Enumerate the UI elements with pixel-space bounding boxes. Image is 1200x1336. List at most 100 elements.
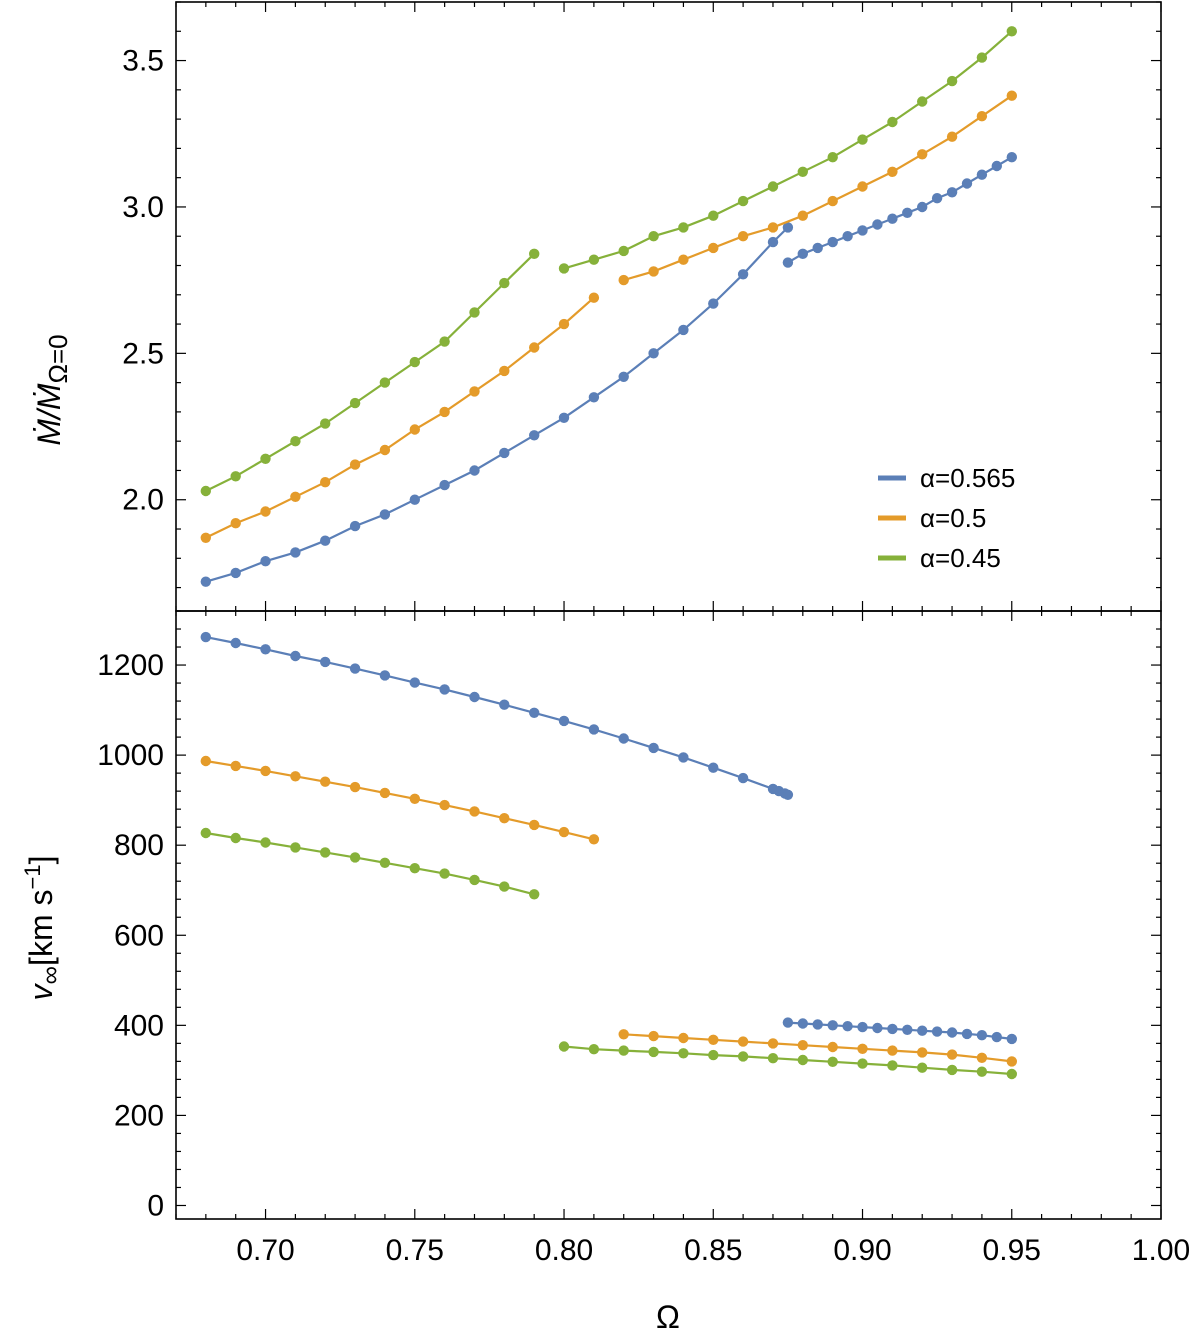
bottom-ytick-label: 800 xyxy=(114,829,164,862)
bottom-panel-data xyxy=(200,631,1017,1080)
top-y-axis-title: Ṁ/ṀΩ=0 xyxy=(31,334,73,445)
top-ytick-label: 3.5 xyxy=(122,45,164,78)
bottom-series-0-point xyxy=(842,1020,853,1032)
top-series-0-point xyxy=(320,535,331,546)
bottom-series-2-point xyxy=(409,863,420,874)
top-series-2-point xyxy=(917,96,928,107)
bottom-series-0-point xyxy=(379,670,391,681)
bottom-y-axis-title-sub: ∞ xyxy=(35,966,65,985)
bottom-series-1-point xyxy=(708,1034,719,1046)
top-series-0-point xyxy=(439,479,450,491)
top-series-2-point xyxy=(349,397,361,409)
bottom-series-2-point xyxy=(678,1048,689,1059)
bottom-y-axis-title-var: v xyxy=(23,982,59,1000)
top-series-0-point xyxy=(842,231,853,242)
bottom-series-0-point xyxy=(618,733,629,744)
top-series-2-point xyxy=(678,222,689,233)
legend: α=0.565 α=0.5 α=0.45 xyxy=(878,463,1015,573)
bottom-series-2-line-0 xyxy=(205,831,535,896)
top-series-1-point xyxy=(708,242,719,254)
top-ytick-label: 2.5 xyxy=(122,337,164,370)
bottom-series-1-point xyxy=(946,1049,958,1060)
top-series-0-point xyxy=(678,324,689,336)
bottom-series-2-point xyxy=(379,857,391,868)
top-series-2-point xyxy=(588,254,600,265)
top-series-0-point xyxy=(782,257,794,268)
bottom-series-2-point xyxy=(708,1049,719,1061)
bottom-series-1-point xyxy=(737,1036,749,1047)
top-series-2-point xyxy=(648,231,659,242)
bottom-series-2-point xyxy=(946,1064,958,1076)
top-panel-data xyxy=(200,26,1017,587)
bottom-series-0-point xyxy=(782,1017,794,1028)
top-series-0-point xyxy=(1006,152,1017,163)
top-series-2-point xyxy=(290,436,301,447)
top-series-2-point xyxy=(439,336,450,347)
bottom-series-1-point xyxy=(349,781,361,793)
bottom-series-1-point xyxy=(887,1045,898,1056)
bottom-series-2-point xyxy=(857,1058,868,1069)
bottom-series-2-point xyxy=(200,827,211,839)
bottom-series-1-point xyxy=(648,1030,659,1042)
top-series-2-point xyxy=(320,418,331,429)
bottom-series-1-point xyxy=(917,1047,928,1058)
top-ytick-label: 2.0 xyxy=(122,484,164,517)
top-series-0-point xyxy=(857,225,868,236)
bottom-series-1-point xyxy=(678,1032,689,1044)
top-series-2-point xyxy=(797,166,808,177)
bottom-series-0-point xyxy=(917,1025,928,1036)
top-series-1-point xyxy=(797,210,808,221)
bottom-panel: 0 200 400 600 800 1000 1200 0.70 0.75 0.80 0.85 0.9… xyxy=(20,610,1190,1335)
bottom-series-0-point xyxy=(737,772,749,784)
bottom-y-axis-title-close: ] xyxy=(23,856,59,865)
bottom-series-0-point xyxy=(946,1027,958,1038)
bottom-series-2-point xyxy=(767,1053,779,1064)
top-series-1-point xyxy=(379,444,391,456)
top-series-2-point xyxy=(887,116,898,128)
bottom-series-0-point xyxy=(499,699,510,710)
bottom-series-2-point xyxy=(976,1066,988,1077)
top-series-2-point xyxy=(499,277,510,289)
bottom-series-0-point xyxy=(529,707,540,718)
top-series-1-point xyxy=(946,131,958,142)
top-series-0-point xyxy=(588,392,600,403)
bottom-series-0-point xyxy=(827,1020,838,1031)
top-series-0-point xyxy=(797,248,808,259)
bottom-series-2-point xyxy=(887,1060,898,1071)
bottom-panel-ticks: 0 200 400 600 800 1000 1200 0.70 0.75 0.80 0.85 0.9… xyxy=(97,610,1190,1267)
bottom-series-0-point xyxy=(976,1030,988,1041)
top-series-2-point xyxy=(857,134,868,145)
bottom-series-0-point xyxy=(439,684,450,695)
top-series-1-point xyxy=(230,518,241,529)
top-series-0-point xyxy=(708,298,719,309)
top-series-1-point xyxy=(200,532,211,543)
bottom-y-axis-title: v∞[km s−1] xyxy=(20,856,65,1001)
bottom-series-2-point xyxy=(320,847,331,858)
top-series-0-point xyxy=(379,509,391,520)
top-series-0-point xyxy=(737,269,749,280)
bottom-series-2-point xyxy=(737,1051,749,1062)
top-series-1-point xyxy=(260,506,271,517)
top-series-0-point xyxy=(782,222,794,233)
top-series-1-point xyxy=(767,222,779,233)
bottom-series-2-point xyxy=(618,1045,629,1056)
bottom-series-1-point xyxy=(797,1040,808,1051)
top-series-1-point xyxy=(737,231,749,242)
top-series-2-point xyxy=(409,356,420,368)
bottom-series-1-point xyxy=(618,1029,629,1040)
top-series-0-point xyxy=(917,201,928,213)
top-series-0-point xyxy=(529,430,540,441)
top-series-1-point xyxy=(678,254,689,265)
bottom-series-0-point xyxy=(648,742,659,754)
top-series-0-point xyxy=(827,236,838,248)
top-series-1-point xyxy=(857,181,868,192)
bottom-ytick-label: 600 xyxy=(114,919,164,952)
top-series-0-point xyxy=(991,160,1002,172)
bottom-series-2-point xyxy=(1006,1068,1017,1080)
bottom-series-1-point xyxy=(558,826,570,838)
top-series-0-point xyxy=(902,207,913,218)
top-y-axis-title-sub: Ω=0 xyxy=(43,334,73,383)
top-series-1-point xyxy=(469,386,480,397)
top-series-2-point xyxy=(618,245,629,257)
